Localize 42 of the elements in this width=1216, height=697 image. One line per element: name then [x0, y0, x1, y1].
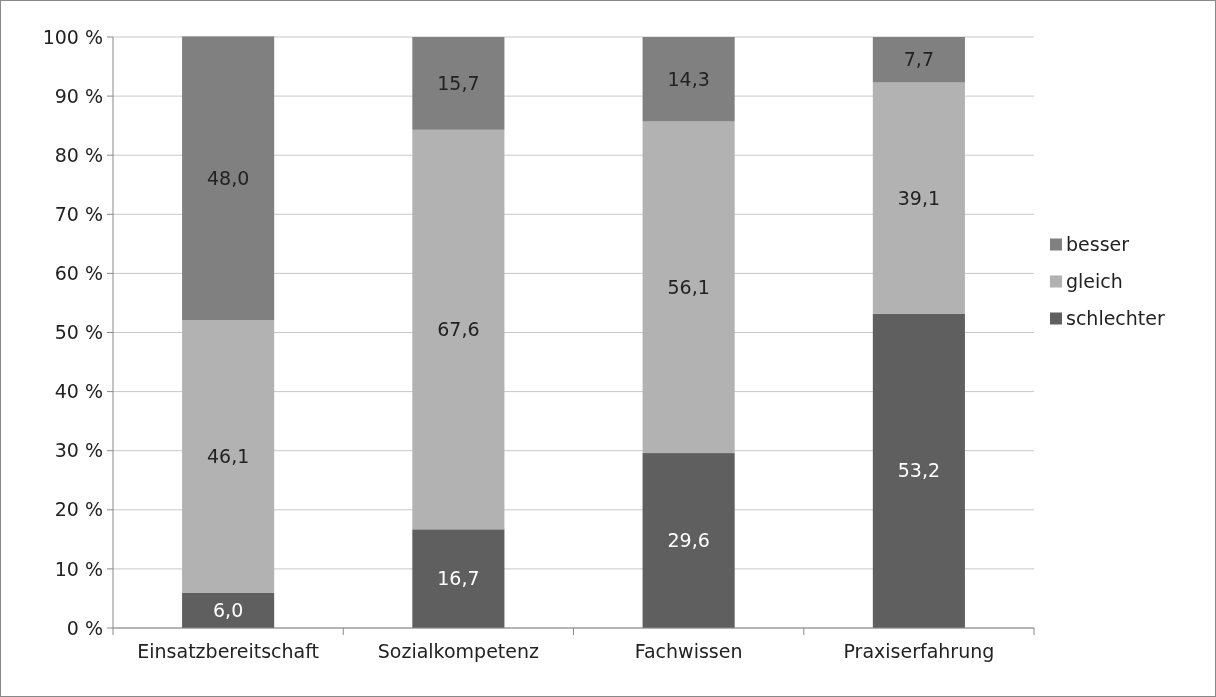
y-tick-label: 10 % — [54, 557, 103, 580]
x-tick-label: Sozialkompetenz — [377, 640, 540, 662]
y-tick-label: 20 % — [54, 498, 103, 521]
x-tick-label: Fachwissen — [634, 640, 743, 662]
y-tick-label: 100 % — [42, 25, 103, 48]
legend-label: gleich — [1066, 270, 1123, 293]
bar — [412, 129, 505, 530]
data-label: 15,7 — [437, 72, 480, 95]
data-label: 29,6 — [667, 529, 710, 552]
legend-label: besser — [1066, 233, 1130, 256]
bar — [182, 592, 275, 628]
data-label: 14,3 — [667, 67, 710, 90]
x-tick-label: Einsatzbereitschaft — [137, 640, 319, 662]
y-tick-label: 90 % — [54, 84, 103, 107]
y-tick-label: 80 % — [54, 143, 103, 166]
y-tick-label: 40 % — [54, 380, 103, 403]
bar — [872, 37, 965, 83]
bar — [872, 313, 965, 628]
data-label: 16,7 — [437, 567, 480, 590]
data-label: 67,6 — [437, 318, 480, 341]
legend-label: schlechter — [1066, 307, 1165, 330]
y-tick-label: 60 % — [54, 262, 103, 285]
data-label: 53,2 — [897, 459, 941, 482]
x-tick-label: Praxiserfahrung — [843, 640, 995, 662]
data-label: 46,1 — [206, 444, 250, 467]
y-tick-label: 70 % — [54, 202, 103, 225]
data-label: 6,0 — [213, 598, 244, 621]
data-label: 39,1 — [897, 186, 941, 209]
y-tick-label: 30 % — [54, 439, 103, 462]
data-label: 7,7 — [903, 48, 934, 71]
bar — [642, 37, 735, 122]
bar — [182, 36, 275, 321]
bar — [642, 121, 735, 454]
data-label: 56,1 — [667, 275, 710, 298]
bar — [412, 529, 505, 628]
bar — [872, 82, 965, 314]
bar — [182, 320, 275, 593]
bar — [412, 37, 505, 130]
y-tick-label: 0 % — [66, 616, 103, 639]
bar — [642, 453, 735, 628]
data-label: 48,0 — [206, 166, 250, 189]
y-tick-label: 50 % — [54, 321, 103, 344]
